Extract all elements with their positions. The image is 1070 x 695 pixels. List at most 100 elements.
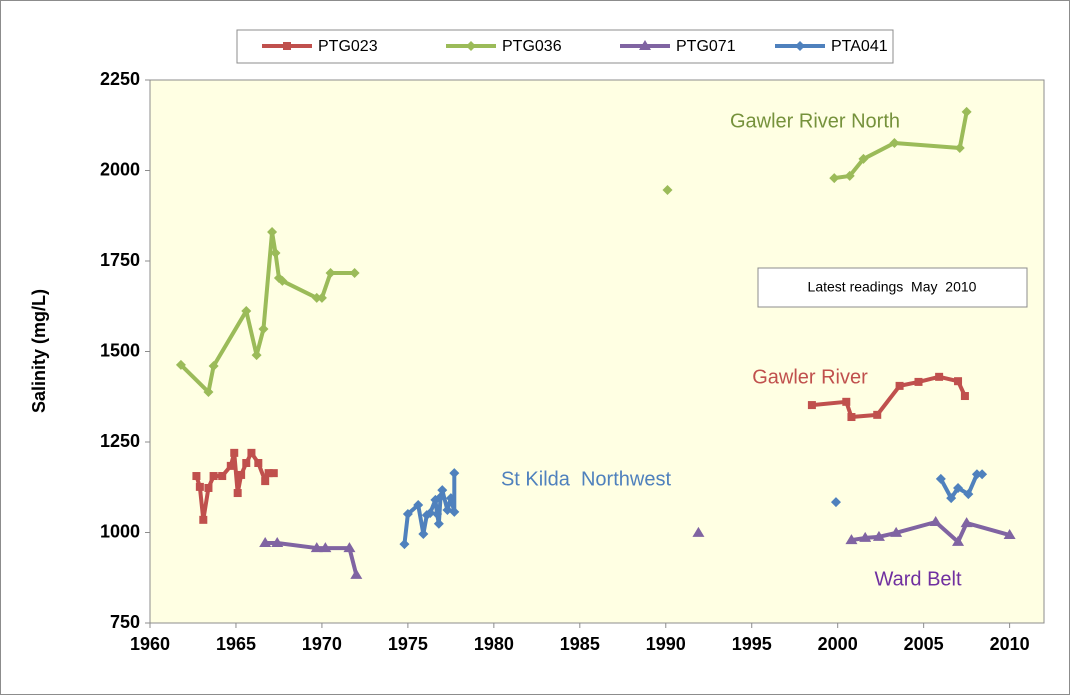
data-point — [251, 350, 262, 361]
data-point — [859, 531, 872, 542]
data-point — [692, 526, 705, 537]
legend-label: PTG071 — [676, 38, 736, 55]
x-tick-label: 2005 — [904, 634, 944, 654]
data-point — [319, 542, 332, 553]
data-point — [241, 305, 252, 316]
data-point — [946, 493, 957, 504]
data-point — [230, 448, 239, 457]
data-point — [325, 267, 336, 278]
data-point — [242, 458, 251, 467]
x-tick-label: 1960 — [130, 634, 170, 654]
data-point — [929, 516, 942, 527]
data-point — [954, 143, 965, 154]
data-point — [844, 170, 855, 181]
annotation: Gawler River North — [730, 110, 900, 132]
data-point — [873, 410, 882, 419]
y-tick-label: 1500 — [100, 340, 140, 360]
y-tick-label: 1250 — [100, 431, 140, 451]
annotation: St Kilda Northwest — [501, 468, 672, 490]
x-tick-label: 1975 — [388, 634, 428, 654]
y-tick-label: 1000 — [100, 521, 140, 541]
data-point — [435, 492, 446, 503]
data-point — [204, 483, 213, 492]
data-point — [208, 360, 219, 371]
data-point — [953, 482, 964, 493]
data-point — [445, 493, 456, 504]
annotation-box — [757, 267, 1028, 308]
data-point — [889, 137, 900, 148]
plot-area — [149, 79, 1045, 624]
legend-label: PTG023 — [318, 38, 378, 55]
data-point — [963, 489, 974, 500]
y-axis-label: Salinity (mg/L) — [29, 289, 49, 413]
legend-marker — [639, 40, 651, 50]
data-point — [264, 469, 273, 478]
data-point — [425, 507, 436, 518]
data-point — [895, 381, 904, 390]
data-point — [829, 173, 840, 184]
data-point — [199, 515, 208, 524]
data-point — [449, 506, 460, 517]
data-point — [935, 372, 944, 381]
x-tick-label: 1985 — [560, 634, 600, 654]
data-point — [269, 469, 278, 478]
x-tick-label: 2010 — [990, 634, 1030, 654]
data-point — [192, 472, 201, 481]
data-point — [872, 530, 885, 541]
legend-marker — [283, 42, 291, 50]
x-tick-label: 1995 — [732, 634, 772, 654]
data-point — [847, 413, 856, 422]
data-point — [254, 458, 263, 467]
data-point — [258, 324, 269, 335]
data-point — [316, 292, 327, 303]
data-point — [402, 509, 413, 520]
y-tick-label: 2000 — [100, 159, 140, 179]
data-point — [954, 377, 963, 386]
data-point — [349, 267, 360, 278]
data-point — [842, 397, 851, 406]
data-point — [890, 526, 903, 537]
data-point — [261, 477, 270, 486]
data-point — [432, 509, 443, 520]
data-point — [310, 542, 323, 553]
data-point — [267, 227, 278, 238]
data-point — [960, 517, 973, 528]
data-point — [437, 485, 448, 496]
data-point — [442, 505, 453, 516]
data-point — [350, 568, 363, 579]
data-point — [858, 153, 869, 164]
data-point — [1003, 529, 1016, 540]
annotation: Latest readings May 2010 — [808, 279, 977, 295]
data-point — [277, 275, 288, 286]
data-point — [175, 359, 186, 370]
data-point — [247, 448, 256, 457]
data-point — [233, 489, 242, 498]
data-point — [237, 470, 246, 479]
data-point — [830, 497, 841, 508]
data-point — [449, 468, 460, 479]
data-point — [433, 518, 444, 529]
data-point — [977, 469, 988, 480]
legend-label: PTG036 — [502, 38, 562, 55]
x-tick-label: 1990 — [646, 634, 686, 654]
data-point — [259, 536, 272, 547]
data-point — [195, 482, 204, 491]
y-tick-label: 750 — [110, 612, 140, 632]
data-point — [226, 461, 235, 470]
data-point — [399, 539, 410, 550]
y-tick-label: 1750 — [100, 250, 140, 270]
data-point — [218, 472, 227, 481]
data-point — [952, 535, 965, 546]
data-point — [271, 536, 284, 547]
data-point — [311, 292, 322, 303]
x-tick-label: 2000 — [818, 634, 858, 654]
x-tick-label: 1965 — [216, 634, 256, 654]
data-point — [413, 499, 424, 510]
x-tick-label: 1970 — [302, 634, 342, 654]
annotation: Gawler River — [752, 366, 868, 388]
legend-marker — [466, 41, 476, 51]
data-point — [203, 387, 214, 398]
data-point — [807, 401, 816, 410]
